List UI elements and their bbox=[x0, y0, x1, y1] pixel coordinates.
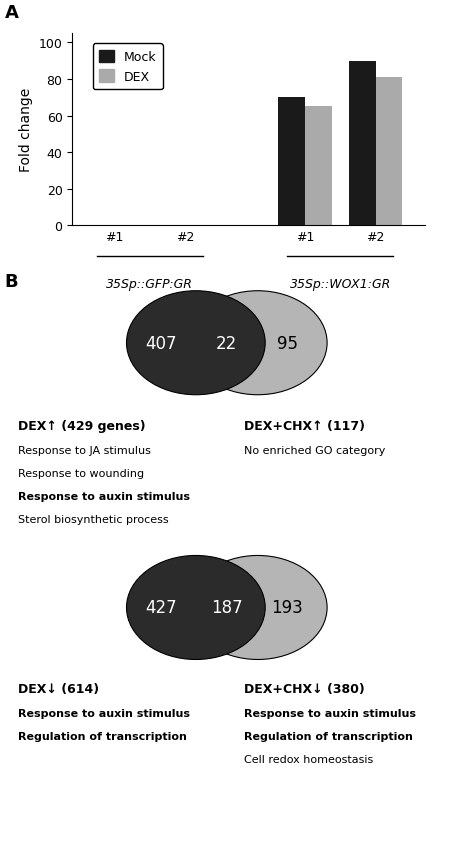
Text: Response to auxin stimulus: Response to auxin stimulus bbox=[244, 708, 415, 718]
Text: Cell redox homeostasis: Cell redox homeostasis bbox=[244, 754, 373, 764]
Text: Response to JA stimulus: Response to JA stimulus bbox=[18, 445, 151, 456]
Text: Regulation of transcription: Regulation of transcription bbox=[244, 731, 412, 741]
Text: Sterol biosynthetic process: Sterol biosynthetic process bbox=[18, 514, 168, 525]
Text: 95: 95 bbox=[276, 334, 297, 352]
Text: A: A bbox=[5, 4, 18, 22]
Text: 407: 407 bbox=[145, 334, 176, 352]
Text: Regulation of transcription: Regulation of transcription bbox=[18, 731, 187, 741]
Text: 35Sp::GFP:GR: 35Sp::GFP:GR bbox=[106, 278, 193, 291]
Text: Response to auxin stimulus: Response to auxin stimulus bbox=[18, 491, 190, 502]
Bar bbox=[278, 98, 304, 226]
Text: DEX↓ (614): DEX↓ (614) bbox=[18, 682, 99, 695]
Text: 193: 193 bbox=[271, 599, 303, 617]
Y-axis label: Fold change: Fold change bbox=[19, 88, 33, 172]
Legend: Mock, DEX: Mock, DEX bbox=[92, 44, 162, 90]
Text: No enriched GO category: No enriched GO category bbox=[244, 445, 385, 456]
Bar bbox=[375, 78, 401, 226]
Text: 187: 187 bbox=[211, 599, 242, 617]
Bar bbox=[304, 107, 331, 226]
Bar bbox=[348, 61, 375, 226]
Text: DEX+CHX↓ (380): DEX+CHX↓ (380) bbox=[244, 682, 364, 695]
Text: 427: 427 bbox=[145, 599, 177, 617]
Ellipse shape bbox=[188, 292, 327, 395]
Ellipse shape bbox=[126, 556, 265, 659]
Ellipse shape bbox=[188, 556, 327, 659]
Text: 35Sp::WOX1:GR: 35Sp::WOX1:GR bbox=[289, 278, 390, 291]
Text: B: B bbox=[5, 273, 18, 291]
Text: DEX↑ (429 genes): DEX↑ (429 genes) bbox=[18, 420, 145, 432]
Text: Response to wounding: Response to wounding bbox=[18, 468, 144, 479]
Text: DEX+CHX↑ (117): DEX+CHX↑ (117) bbox=[244, 420, 364, 432]
Text: Response to auxin stimulus: Response to auxin stimulus bbox=[18, 708, 190, 718]
Text: 22: 22 bbox=[216, 334, 237, 352]
Ellipse shape bbox=[126, 292, 265, 395]
